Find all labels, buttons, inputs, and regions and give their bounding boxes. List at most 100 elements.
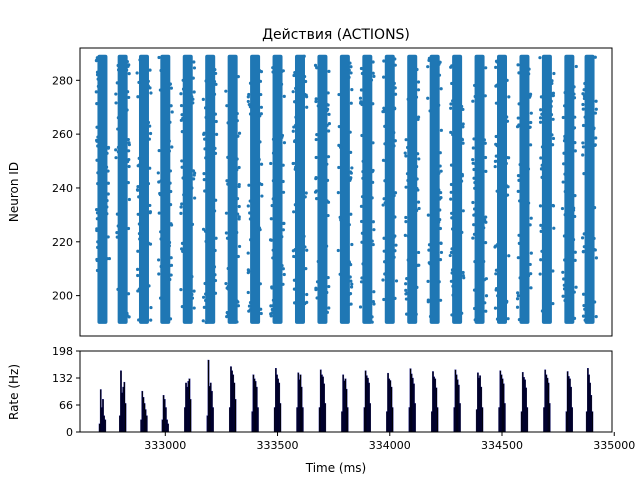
raster-spike [415,67,419,72]
raster-spike [327,129,331,133]
raster-spike [573,140,577,145]
raster-spike [192,66,197,70]
raster-spike [573,250,577,254]
raster-spike [95,208,99,212]
raster-spike [170,110,174,114]
raster-spike [562,162,566,166]
raster-spike [382,297,386,302]
raster-spike [270,286,274,290]
raster-spike [383,201,387,205]
raster-spike [371,141,375,145]
raster-spike [551,91,555,96]
raster-spike [180,247,184,251]
raster-spike [326,275,330,280]
raster-spike [105,212,109,216]
raster-spike [293,70,297,75]
raster-burst [560,54,578,324]
raster-spike [494,59,499,63]
raster-spike [203,229,208,233]
raster-spike [438,164,442,168]
raster-spike [393,57,397,61]
raster-spike [326,103,330,107]
raster-spike [516,291,520,295]
raster-spike [294,115,298,119]
rate-bar [459,403,461,433]
raster-spike [246,290,250,295]
raster-spike [551,301,555,306]
raster-spike [360,231,364,235]
raster-burst [224,54,242,324]
raster-spike [148,68,152,72]
raster-spike [382,236,386,240]
raster-spike [213,291,218,295]
raster-spike [181,78,185,82]
raster-spike [325,310,329,314]
raster-spike [361,159,365,163]
raster-spike [473,260,477,264]
raster-burst-core [362,54,373,324]
raster-spike [404,185,408,189]
raster-spike [258,114,262,118]
raster-spike [349,263,353,267]
raster-spike [405,172,410,176]
raster-spike [404,220,408,224]
raster-spike [167,149,171,153]
raster-spike [169,86,173,90]
raster-burst-core [205,54,216,324]
raster-spike [293,100,297,104]
raster-spike [550,143,555,147]
raster-spike [127,95,131,100]
raster-spike [461,270,465,275]
raster-spike [127,63,131,67]
raster-spike [493,245,497,249]
raster-spike [247,304,252,308]
raster-spike [159,264,163,269]
rate-bar [369,403,371,433]
raster-spike [193,171,197,175]
raster-spike [416,250,421,255]
raster-spike [136,95,140,99]
raster-burst [179,54,197,324]
raster-spike [213,278,218,283]
raster-spike [594,136,598,140]
raster-spike [574,285,578,289]
raster-spike [137,156,141,161]
raster-spike [414,312,418,316]
raster-spike [201,319,205,323]
raster-spike [258,228,262,232]
raster-spike [527,67,531,71]
raster-spike [581,314,586,318]
raster-spike [258,140,262,144]
raster-spike [451,293,455,297]
raster-spike [370,196,374,200]
raster-spike [439,241,443,245]
raster-spike [348,61,352,65]
raster-spike [359,88,364,92]
raster-spike [327,122,332,126]
raster-spike [347,302,351,306]
raster-spike [314,155,318,160]
raster-spike [95,56,99,60]
rate-burst [251,374,259,433]
raster-spike [404,138,408,142]
raster-spike [105,151,109,155]
raster-spike [561,115,565,120]
raster-spike [125,159,130,163]
raster-spike [235,119,239,123]
raster-spike [224,231,229,235]
raster-spike [96,77,100,81]
raster-spike [259,162,264,166]
rate-burst [543,369,551,433]
raster-spike [358,96,363,100]
raster-spike [203,106,208,110]
rate-bar [212,407,214,433]
raster-spike [105,205,109,209]
raster-spike [338,272,342,276]
raster-spike [372,290,376,294]
raster-spike [460,230,464,234]
raster-spike [168,264,172,268]
raster-spike [313,63,318,67]
raster-spike [507,156,511,160]
raster-spike [439,250,444,255]
raster-spike [236,304,240,308]
